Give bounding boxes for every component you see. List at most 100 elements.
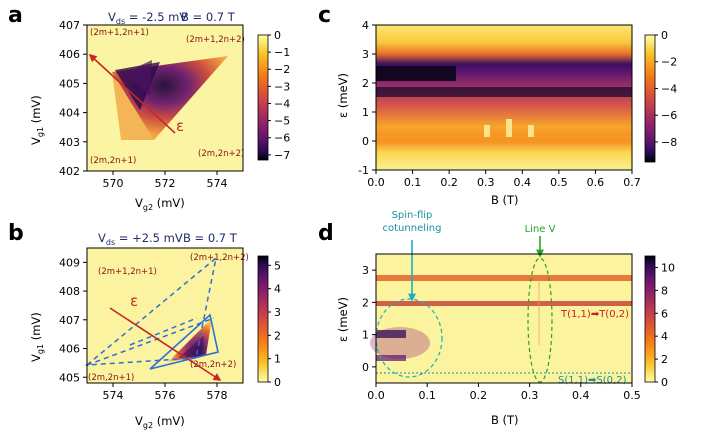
panel-d-frame [375, 253, 633, 384]
panel-a-ylabel: Vg1 (mV) [29, 95, 45, 145]
panel-d-blob-core-2 [376, 355, 406, 361]
colorbar-tick-label: −7 [274, 149, 290, 162]
x-tick-label: 0.5 [550, 176, 568, 189]
panel-b-vds-header: Vds = +2.5 mV [98, 231, 183, 247]
panel-a-corner-tr: (2m+1,2n+2) [186, 35, 245, 45]
panel-a-triangle-inner [124, 60, 152, 96]
x-tick-label: 0.4 [572, 389, 590, 402]
panel-a-corner-bl: (2m,2n+1) [90, 156, 136, 166]
panel-b-xlabel: Vg2 (mV) [135, 414, 185, 430]
panel-c-zero-band [376, 135, 632, 142]
colorbar-tick-label: −1 [274, 46, 290, 59]
x-tick-label: 0.2 [470, 389, 488, 402]
colorbar-tick-label: 0 [274, 376, 281, 389]
y-tick-label: 409 [59, 256, 80, 269]
x-tick-label: 578 [207, 389, 228, 402]
x-tick-label: 0.6 [587, 176, 605, 189]
y-tick-label: 406 [59, 48, 80, 61]
y-tick-label: 1 [362, 329, 369, 342]
x-tick-label: 0.5 [623, 389, 641, 402]
y-tick-label: 2 [362, 296, 369, 309]
colorbar-tick-label: −5 [274, 115, 290, 128]
x-tick-label: 0.0 [367, 176, 385, 189]
panel-d-axes: 0.0 0.1 0.2 0.3 0.4 0.5 0 1 2 3 [362, 264, 641, 402]
y-tick-label: 4 [362, 19, 369, 32]
y-tick-label: 1 [362, 106, 369, 119]
y-tick-label: 0 [362, 361, 369, 374]
panel-b-dashed-line-1 [86, 317, 215, 366]
panel-c-plot-area [376, 25, 632, 170]
panel-a-letter: a [8, 3, 23, 28]
y-tick-label: 2 [362, 77, 369, 90]
y-tick-label: 406 [59, 343, 80, 356]
x-tick-label: 0.2 [440, 176, 458, 189]
panel-d-label-spin-flip: Spin-flip [392, 210, 433, 221]
panel-b: b Vds = +2.5 mV B = 0.7 T ε (2m+1,2n+1) … [8, 221, 281, 430]
x-tick-label: 0.7 [623, 176, 641, 189]
y-tick-label: 405 [59, 77, 80, 90]
colorbar-tick-label: −2 [661, 56, 677, 69]
x-tick-label: 570 [103, 177, 124, 190]
x-tick-label: 0.4 [514, 176, 532, 189]
colorbar-tick-label: 0 [661, 376, 668, 389]
y-tick-label: 408 [59, 285, 80, 298]
colorbar-tick-label: 5 [274, 259, 281, 272]
colorbar-tick-label: 0 [274, 29, 281, 42]
y-tick-label: 3 [362, 264, 369, 277]
panel-b-epsilon-arrow [109, 307, 222, 381]
x-tick-label: 574 [207, 177, 228, 190]
panel-b-dashed-triangle [84, 256, 218, 366]
y-tick-label: 0 [362, 135, 369, 148]
panel-c-dark-band-lower [376, 87, 632, 97]
panel-b-dashed-line-2 [129, 317, 198, 346]
panel-d-colorbar-ticks: 0 2 4 6 8 10 [655, 261, 675, 389]
colorbar-tick-label: 2 [661, 353, 668, 366]
y-tick-label: 3 [362, 48, 369, 61]
panel-c-spike-2 [506, 119, 512, 137]
panel-a: a Vds = -2.5 mV B = 0.7 T ε (2m+1,2n+1) … [8, 3, 290, 212]
colorbar-tick-label: 2 [274, 329, 281, 342]
x-tick-label: 572 [155, 177, 176, 190]
panel-a-field-header: B = 0.7 T [181, 10, 236, 24]
panel-d-colorbar [644, 255, 656, 383]
panel-d-blob-core-1 [376, 330, 406, 338]
panel-c-colorbar [644, 34, 656, 163]
panel-b-solid-triangle [149, 313, 219, 370]
x-tick-label: 574 [103, 389, 124, 402]
x-tick-label: 0.3 [521, 389, 539, 402]
panel-d: d Spin-flip cotunneling Line V T(1,1)➡T(… [318, 210, 675, 427]
panel-b-axes: 574 576 578 405 406 407 408 409 [59, 256, 228, 402]
panel-b-epsilon-label: ε [130, 292, 138, 310]
colorbar-tick-label: −6 [661, 109, 677, 122]
panel-d-label-line-v: Line V [525, 224, 556, 235]
x-tick-label: 0.0 [367, 389, 385, 402]
panel-d-letter: d [318, 221, 334, 246]
panel-d-line-upper [376, 275, 632, 281]
panel-c-xlabel: B (T) [491, 193, 519, 207]
panel-b-corner-br: (2m,2n+2) [190, 360, 236, 370]
colorbar-tick-label: 3 [274, 306, 281, 319]
panel-a-epsilon-label: ε [176, 117, 184, 135]
panel-b-ylabel: Vg1 (mV) [29, 312, 45, 362]
panel-b-corner-bl: (2m,2n+1) [88, 373, 134, 383]
panel-a-triangle-lower [112, 72, 154, 140]
panel-a-corner-br: (2m,2n+2) [198, 149, 244, 159]
x-tick-label: 0.1 [404, 176, 422, 189]
panel-a-colorbar [257, 34, 269, 161]
y-tick-label: 403 [59, 136, 80, 149]
panel-a-corner-tl: (2m+1,2n+1) [90, 28, 149, 38]
colorbar-tick-label: 1 [274, 353, 281, 366]
panel-d-xlabel: B (T) [491, 413, 519, 427]
panel-a-epsilon-arrow [88, 53, 176, 134]
x-tick-label: 576 [155, 389, 176, 402]
panel-c-axes: 0.0 0.1 0.2 0.3 0.4 0.5 0.6 0.7 -1 0 1 2 3 4 [358, 19, 641, 189]
panel-b-corner-tl: (2m+1,2n+1) [98, 267, 157, 277]
y-tick-label: 405 [59, 371, 80, 384]
y-tick-label: 407 [59, 19, 80, 32]
panel-b-field-header: B = 0.7 T [183, 231, 238, 245]
panel-b-colorbar [257, 255, 269, 383]
panel-c-spike-1 [484, 125, 490, 137]
colorbar-tick-label: −8 [661, 136, 677, 149]
panel-a-colorbar-ticks: 0 −1 −2 −3 −4 −5 −6 −7 [268, 29, 290, 162]
